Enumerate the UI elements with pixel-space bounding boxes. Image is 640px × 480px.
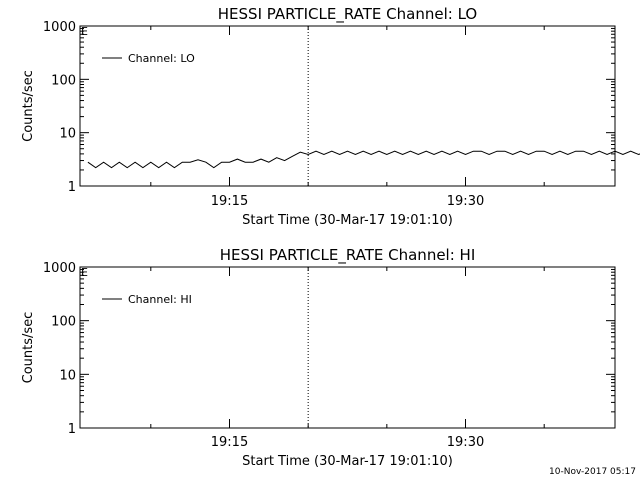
x-tick-label: 19:15 [211,435,248,450]
legend-label: Channel: HI [128,293,192,306]
y-tick-label: 1 [68,422,76,437]
chart-panel-lo: HESSI PARTICLE_RATE Channel: LO 19:15 19:3… [21,5,640,228]
chart-title: HESSI PARTICLE_RATE Channel: HI [220,246,476,265]
y-tick-label: 100 [51,315,76,330]
y-tick-label: 100 [51,73,76,88]
series-line-channel-lo [87,150,640,169]
x-tick-label: 19:15 [211,194,248,209]
y-tick-label: 1 [68,180,76,195]
y-tick-label: 1000 [43,20,76,35]
y-tick-label: 10 [59,127,76,142]
legend-label: Channel: LO [128,52,195,65]
y-tick-label: 1000 [43,261,76,276]
footer-timestamp: 10-Nov-2017 05:17 [549,467,636,477]
y-axis-label: Counts/sec [21,70,36,142]
marker-e-left: E [81,266,88,279]
plot-frame [79,266,616,429]
marker-e-left: E [81,25,88,38]
chart-panel-hi: HESSI PARTICLE_RATE Channel: HI 19:15 19:3… [21,246,616,469]
x-axis-label: Start Time (30-Mar-17 19:01:10) [242,213,453,228]
x-tick-label: 19:30 [447,435,484,450]
x-tick-label: 19:30 [447,194,484,209]
x-axis-label: Start Time (30-Mar-17 19:01:10) [242,454,453,469]
y-tick-label: 10 [59,368,76,383]
y-axis-label: Counts/sec [21,312,36,384]
plot-frame [79,25,616,187]
chart-title: HESSI PARTICLE_RATE Channel: LO [218,5,477,24]
